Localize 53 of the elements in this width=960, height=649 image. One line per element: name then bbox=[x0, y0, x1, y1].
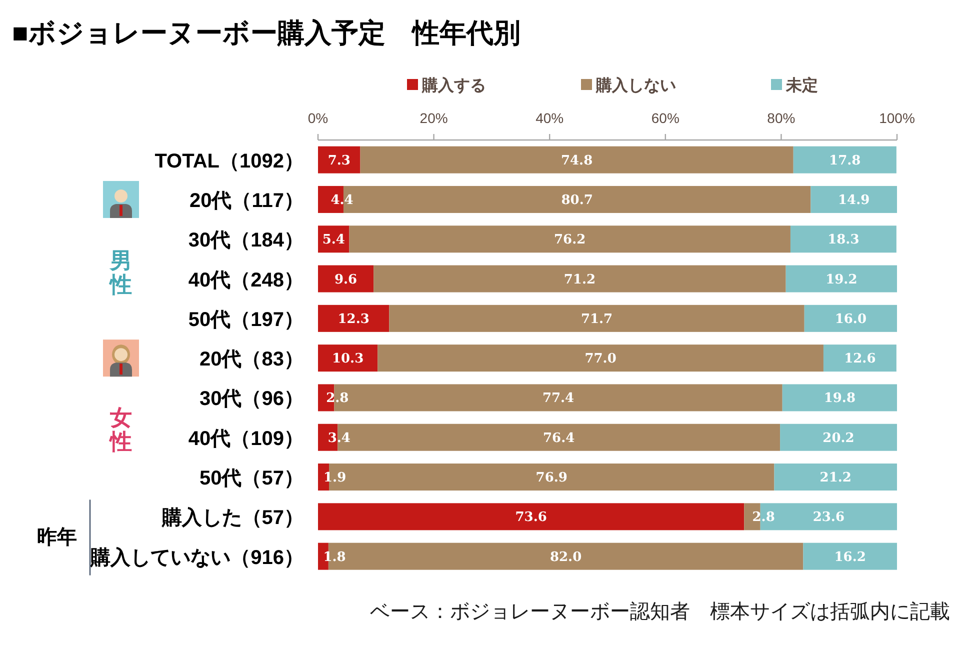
group-label: 昨年 bbox=[37, 526, 77, 548]
y-category-label: 40代（248） bbox=[188, 269, 304, 292]
x-tick-label: 60% bbox=[651, 110, 680, 126]
group-label: 女性 bbox=[110, 405, 132, 454]
legend-label: 未定 bbox=[786, 78, 818, 94]
data-label: 77.0 bbox=[584, 352, 616, 367]
data-label: 4.4 bbox=[330, 192, 354, 208]
data-label: 19.2 bbox=[826, 272, 858, 288]
x-tick-label: 40% bbox=[536, 110, 564, 126]
data-label: 9.6 bbox=[334, 272, 358, 288]
group-label: 男性 bbox=[110, 248, 132, 297]
data-label: 76.4 bbox=[543, 430, 575, 446]
x-tick-label: 0% bbox=[308, 110, 328, 126]
y-category-label: 購入していない（916） bbox=[90, 546, 304, 569]
data-label: 17.8 bbox=[829, 153, 861, 168]
data-label: 19.8 bbox=[824, 391, 856, 406]
data-label: 82.0 bbox=[550, 550, 582, 565]
y-category-label: 30代（184） bbox=[188, 230, 304, 252]
data-label: 73.6 bbox=[515, 510, 547, 526]
data-label: 76.2 bbox=[554, 232, 586, 248]
data-label: 16.2 bbox=[834, 550, 866, 565]
data-label: 76.9 bbox=[536, 470, 568, 486]
data-label: 12.6 bbox=[844, 352, 876, 367]
data-label: 14.9 bbox=[838, 192, 870, 208]
y-category-label: 20代（117） bbox=[189, 190, 304, 212]
data-label: 16.0 bbox=[834, 312, 867, 327]
y-category-label: 30代（96） bbox=[200, 388, 304, 410]
data-label: 71.7 bbox=[580, 312, 613, 327]
y-category-label: 20代（83） bbox=[200, 348, 304, 371]
footnote: ベース：ボジョレーヌーボー認知者 標本サイズは括弧内に記載 bbox=[370, 601, 950, 623]
title: ■ボジョレーヌーボー購入予定 性年代別 bbox=[12, 18, 520, 48]
data-label: 21.2 bbox=[820, 470, 852, 486]
data-label: 12.3 bbox=[338, 312, 370, 327]
data-label: 80.7 bbox=[561, 192, 593, 208]
data-label: 5.4 bbox=[322, 232, 345, 248]
y-category-label: 50代（197） bbox=[188, 308, 304, 331]
data-label: 10.3 bbox=[332, 352, 364, 367]
x-tick-label: 80% bbox=[767, 110, 796, 126]
data-label: 23.6 bbox=[812, 510, 845, 526]
legend-label: 購入する bbox=[422, 78, 486, 94]
y-category-label: 50代（57） bbox=[200, 468, 304, 490]
y-category-label: 40代（109） bbox=[188, 428, 304, 450]
data-label: 20.2 bbox=[822, 430, 854, 446]
x-tick-label: 100% bbox=[879, 110, 915, 126]
data-label: 77.4 bbox=[542, 391, 574, 406]
data-label: 74.8 bbox=[560, 153, 593, 168]
data-label: 18.3 bbox=[828, 232, 860, 248]
data-label: 71.2 bbox=[564, 272, 596, 288]
y-category-label: TOTAL（1092） bbox=[154, 150, 304, 172]
data-label: 7.3 bbox=[328, 153, 350, 168]
x-tick-label: 20% bbox=[420, 110, 448, 126]
y-category-label: 購入した（57） bbox=[162, 507, 304, 530]
legend-label: 購入しない bbox=[596, 78, 676, 94]
